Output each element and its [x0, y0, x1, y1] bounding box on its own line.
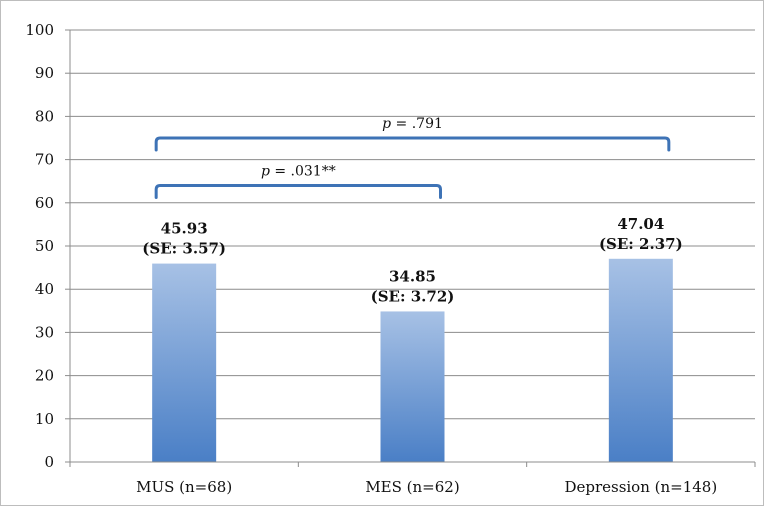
- y-tick-label: 10: [35, 410, 54, 428]
- y-tick-label: 90: [35, 64, 54, 82]
- category-labels: MUS (n=68) MES (n=62) Depression (n=148): [136, 478, 717, 496]
- y-tick-label: 40: [35, 280, 54, 298]
- y-tick-label: 30: [35, 323, 54, 341]
- y-tick-label: 60: [35, 194, 54, 212]
- data-labels: 45.93 (SE: 3.57) 34.85 (SE: 3.72) 47.04 (SE: …: [142, 215, 682, 306]
- y-tick-label: 100: [25, 21, 54, 39]
- significance-bracket: [154, 136, 671, 152]
- y-axis-ticks: 0 10 20 30 40 50 60 70 80 90 100: [25, 21, 756, 471]
- category-label: MUS (n=68): [136, 478, 232, 496]
- p-value-label: p = .791: [382, 116, 443, 132]
- y-tick-label: 50: [35, 237, 54, 255]
- bars: [152, 258, 673, 462]
- bar: [152, 263, 217, 462]
- data-label-value: 47.04: [617, 215, 664, 233]
- bar: [380, 311, 445, 462]
- p-value-label: p = .031**: [261, 164, 336, 180]
- data-label-value: 45.93: [161, 220, 208, 238]
- data-label-se: (SE: 2.37): [599, 235, 683, 253]
- y-tick-label: 70: [35, 151, 54, 169]
- bar: [608, 258, 673, 462]
- data-label-se: (SE: 3.72): [371, 287, 455, 305]
- data-label-se: (SE: 3.57): [142, 240, 226, 258]
- category-label: Depression (n=148): [564, 478, 717, 496]
- significance-bracket: [154, 184, 442, 200]
- significance-annotations: p = .031** p = .791: [154, 116, 671, 200]
- data-label-value: 34.85: [389, 267, 436, 285]
- category-label: MES (n=62): [365, 478, 459, 496]
- y-tick-label: 80: [35, 107, 54, 125]
- y-tick-label: 20: [35, 367, 54, 385]
- y-tick-label: 0: [44, 453, 54, 471]
